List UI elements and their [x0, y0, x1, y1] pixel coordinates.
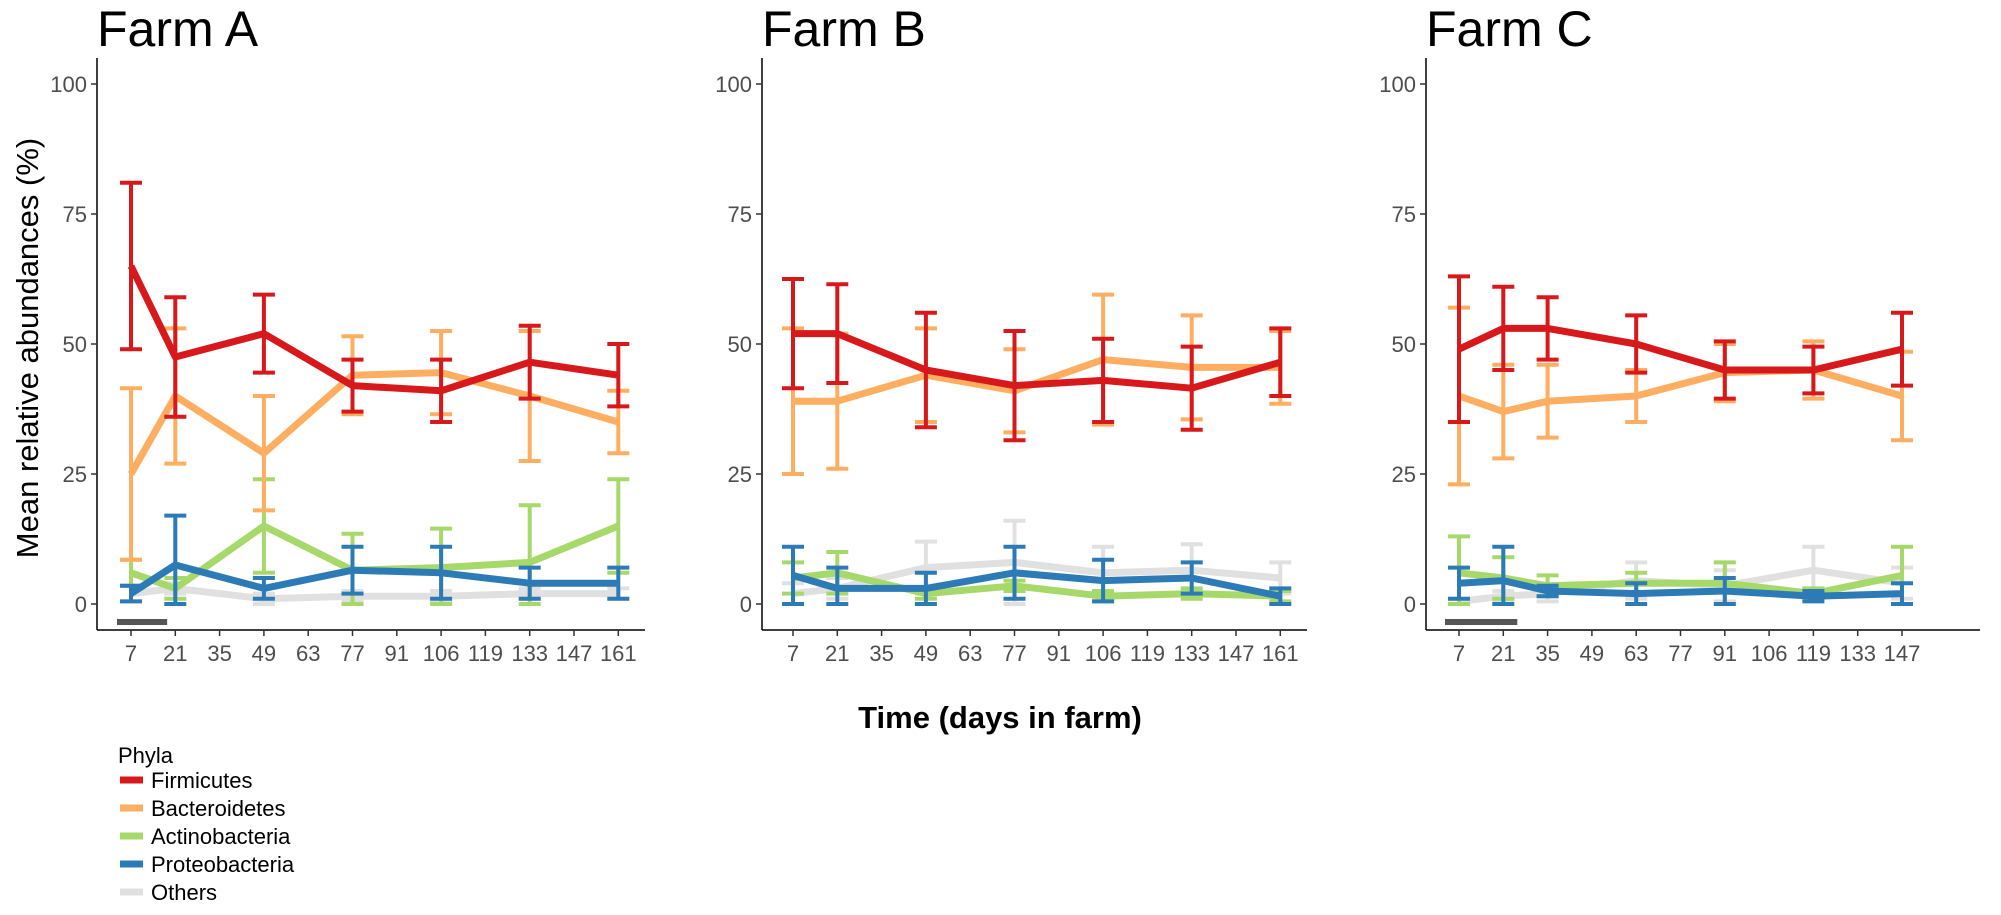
legend-item-label: Firmicutes: [151, 768, 252, 793]
x-tick-label: 91: [385, 641, 409, 666]
legend-item-label: Actinobacteria: [151, 824, 291, 849]
y-tick-label: 50: [1392, 332, 1416, 357]
legend: Phyla Firmicutes Bacteroidetes Actinobacte…: [118, 743, 295, 905]
y-tick-label: 75: [1392, 202, 1416, 227]
x-tick-label: 7: [1453, 641, 1465, 666]
panel-title: Farm A: [97, 1, 259, 57]
series-proteobacteria: [782, 544, 1292, 606]
y-tick-label: 25: [1392, 462, 1416, 487]
series-firmicutes: [782, 277, 1292, 443]
series-line: [130, 584, 619, 603]
panel-title: Farm C: [1426, 1, 1593, 57]
x-tick-label: 133: [1173, 641, 1210, 666]
x-tick-label: 35: [869, 641, 893, 666]
y-tick-label: 0: [75, 592, 87, 617]
x-tick-label: 119: [468, 641, 503, 666]
panel-farm-b: Farm B 0 25 50 75 100 7 21 35 49 63 77 91 106 119 133 1…: [715, 1, 1307, 666]
x-tick-label: 77: [340, 641, 364, 666]
x-tick-label: 21: [1491, 641, 1515, 666]
x-tick-label: 63: [958, 641, 982, 666]
series-proteobacteria: [120, 513, 630, 606]
y-tick-label: 75: [63, 202, 87, 227]
y-tick-label: 50: [728, 332, 752, 357]
x-tick-label: 49: [252, 641, 276, 666]
y-tick-label: 25: [728, 462, 752, 487]
panel-farm-c: Farm C 0 25 50 75 100 7 21 35 49 63 77 91 106 119 133 1…: [1379, 1, 1980, 666]
x-tick-label: 21: [163, 641, 187, 666]
legend-item-label: Bacteroidetes: [151, 796, 286, 821]
y-tick-label: 0: [740, 592, 752, 617]
y-tick-label: 25: [63, 462, 87, 487]
x-tick-label: 77: [1002, 641, 1026, 666]
x-tick-label: 91: [1047, 641, 1071, 666]
series-line: [129, 522, 620, 592]
x-tick-label: 49: [914, 641, 938, 666]
x-tick-label: 7: [125, 641, 137, 666]
y-tick-label: 100: [1379, 72, 1416, 97]
x-axis-title: Time (days in farm): [858, 700, 1142, 735]
legend-item-label: Proteobacteria: [151, 852, 295, 877]
x-tick-label: 63: [1624, 641, 1648, 666]
x-tick-label: 106: [1085, 641, 1122, 666]
series-line: [129, 561, 619, 597]
x-tick-label: 161: [1262, 641, 1299, 666]
x-tick-label: 147: [1884, 641, 1921, 666]
x-tick-label: 147: [556, 641, 593, 666]
series-firmicutes: [120, 180, 630, 424]
panel-title: Farm B: [762, 1, 926, 57]
series-line: [792, 569, 1282, 600]
x-tick-label: 161: [600, 641, 637, 666]
x-tick-label: 106: [1751, 641, 1788, 666]
legend-title: Phyla: [118, 743, 174, 768]
y-tick-label: 100: [715, 72, 752, 97]
y-tick-label: 75: [728, 202, 752, 227]
x-tick-label: 106: [423, 641, 460, 666]
x-tick-label: 119: [1130, 641, 1165, 666]
series-line: [127, 264, 619, 395]
series-proteobacteria: [1448, 544, 1913, 606]
y-tick-label: 100: [50, 72, 87, 97]
x-tick-label: 35: [1535, 641, 1559, 666]
series-line: [1457, 324, 1903, 374]
x-tick-label: 63: [296, 641, 320, 666]
series-line: [793, 330, 1282, 392]
y-axis-title: Mean relative abundances (%): [10, 138, 45, 558]
series-bacteroidetes: [1448, 305, 1913, 487]
x-tick-label: 133: [1839, 641, 1876, 666]
x-tick-label: 35: [207, 641, 231, 666]
panel-farm-a: Farm A 0 25 50 75 100 7 21 35 49 63 77 91 106 119 133 1…: [50, 1, 645, 666]
x-tick-label: 21: [825, 641, 849, 666]
x-tick-label: 119: [1796, 641, 1831, 666]
y-tick-label: 50: [63, 332, 87, 357]
series-line: [1458, 577, 1903, 600]
series-line: [1457, 366, 1903, 416]
x-tick-label: 49: [1580, 641, 1604, 666]
x-tick-label: 133: [511, 641, 548, 666]
y-tick-label: 0: [1404, 592, 1416, 617]
series-firmicutes: [1448, 274, 1913, 424]
x-tick-label: 147: [1218, 641, 1255, 666]
x-tick-label: 7: [787, 641, 799, 666]
x-tick-label: 77: [1668, 641, 1692, 666]
x-tick-label: 91: [1713, 641, 1737, 666]
legend-item-label: Others: [151, 880, 217, 905]
